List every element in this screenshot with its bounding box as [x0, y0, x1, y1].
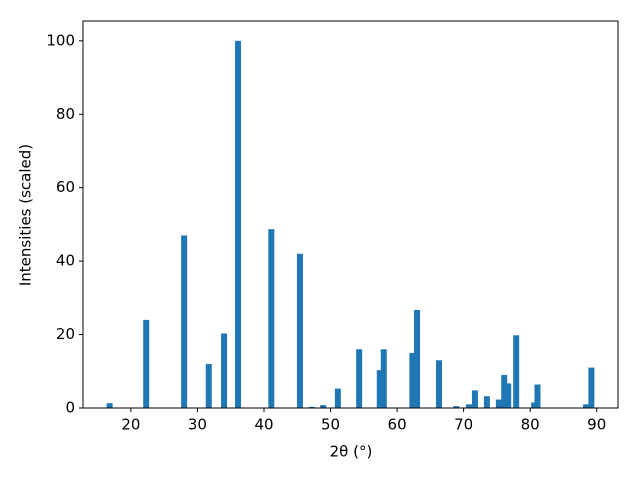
x-axis-label: 2θ (°) [330, 443, 373, 461]
x-tick-label: 70 [454, 416, 473, 434]
bar [471, 390, 478, 408]
bar [465, 404, 472, 408]
bar [588, 367, 595, 408]
bar [334, 388, 341, 408]
x-tick-label: 60 [388, 416, 407, 434]
bar [143, 319, 150, 408]
bar [205, 363, 212, 408]
bar [453, 406, 460, 408]
x-tick-label: 90 [587, 416, 606, 434]
bar [380, 349, 387, 408]
bar [495, 399, 502, 408]
bar [221, 333, 228, 408]
bar [414, 309, 421, 408]
bar [320, 405, 327, 408]
y-tick-label: 0 [65, 399, 75, 417]
bar [534, 384, 541, 408]
bar [296, 253, 303, 408]
bar [501, 374, 508, 408]
bar [513, 335, 520, 408]
y-tick-label: 100 [46, 31, 75, 49]
bar [235, 40, 242, 408]
bar [505, 383, 512, 408]
bar [268, 229, 275, 408]
y-tick-label: 20 [56, 325, 75, 343]
bar [483, 396, 490, 408]
x-tick-label: 20 [121, 416, 140, 434]
bar [531, 402, 538, 408]
x-tick-label: 40 [254, 416, 273, 434]
bar [376, 370, 383, 408]
bar [436, 360, 443, 408]
y-tick-label: 60 [56, 178, 75, 196]
bar [106, 403, 113, 408]
bar [409, 352, 416, 408]
y-axis-label: Intensities (scaled) [17, 144, 35, 286]
bar [181, 235, 188, 408]
x-tick-label: 50 [321, 416, 340, 434]
bar [583, 404, 590, 408]
y-tick-label: 40 [56, 252, 75, 270]
x-tick-label: 30 [188, 416, 207, 434]
y-tick-label: 80 [56, 105, 75, 123]
bar [308, 406, 315, 408]
bar [356, 349, 363, 408]
plot-frame [82, 20, 619, 409]
x-tick-label: 80 [521, 416, 540, 434]
